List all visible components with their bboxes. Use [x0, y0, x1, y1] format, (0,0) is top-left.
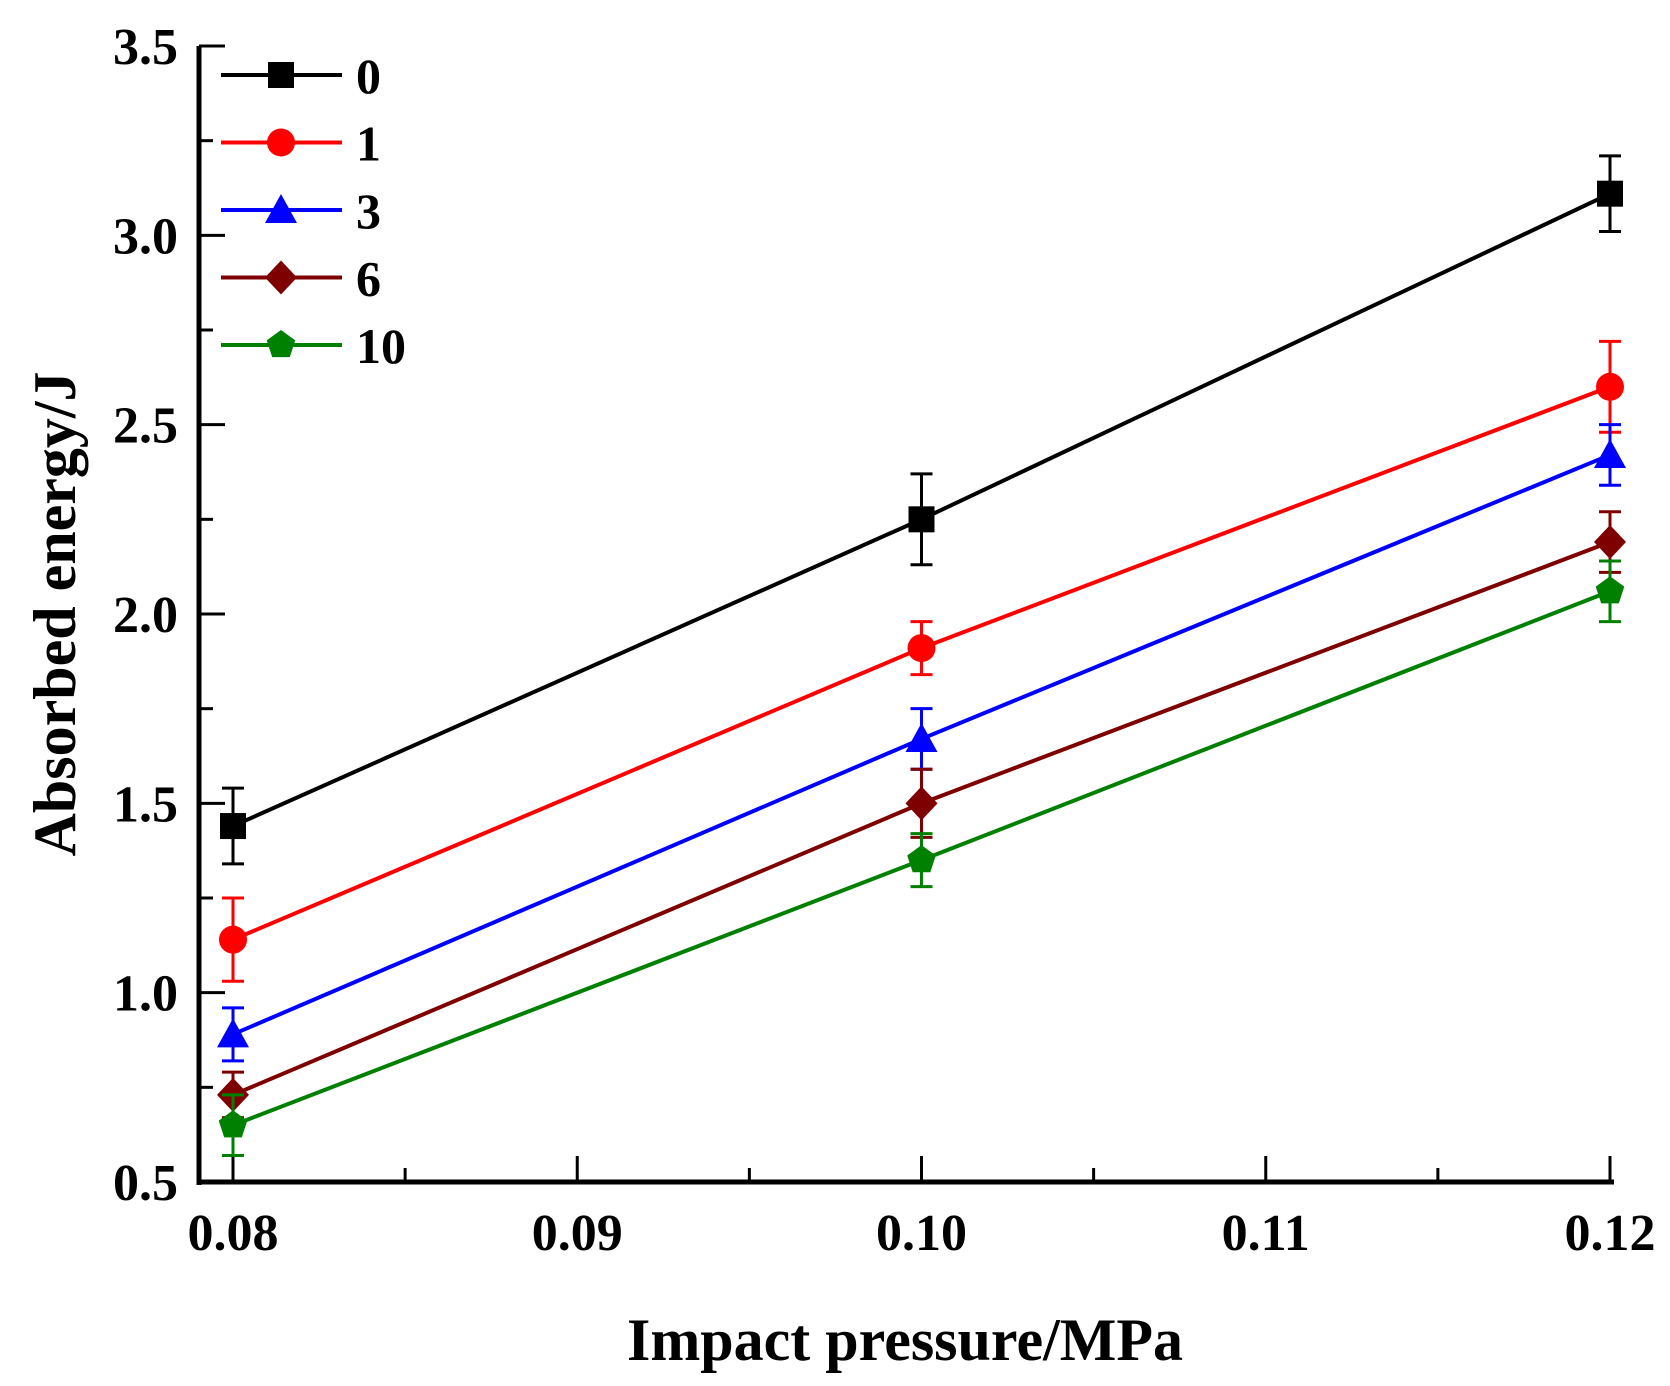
- y-tick-label: 3.5: [113, 19, 178, 76]
- series-3: [217, 423, 1626, 1063]
- x-tick-label: 0.12: [1565, 1205, 1656, 1262]
- series-1: [219, 339, 1624, 983]
- diamond-marker: [905, 786, 938, 821]
- x-tick-label: 0.10: [876, 1205, 967, 1262]
- legend-label: 0: [356, 48, 381, 104]
- series-0: [220, 154, 1623, 866]
- circle-marker: [267, 128, 295, 157]
- legend-item-3: 3: [221, 183, 381, 239]
- circle-marker: [1596, 372, 1624, 401]
- x-tick-label: 0.09: [532, 1205, 623, 1262]
- x-axis-title: Impact pressure/MPa: [627, 1307, 1183, 1373]
- series-group: [217, 154, 1626, 1157]
- triangle-marker: [1594, 438, 1626, 468]
- axes: 0.08 0.09 0.10 0.11 0.12 0.5 1.0 1.5 2.0 2.5 3.0 3.…: [113, 19, 1656, 1262]
- triangle-marker: [905, 722, 938, 752]
- pentagon-marker: [266, 330, 296, 358]
- series-6: [217, 510, 1626, 1120]
- pentagon-marker: [1595, 576, 1625, 604]
- legend-item-1: 1: [221, 116, 381, 172]
- square-marker: [1597, 180, 1623, 207]
- circle-marker: [219, 925, 247, 954]
- legend-label: 10: [356, 318, 406, 374]
- diamond-marker: [265, 260, 297, 295]
- triangle-marker: [265, 194, 297, 223]
- y-tick-label: 2.5: [113, 398, 178, 455]
- y-tick-label: 3.0: [113, 208, 178, 265]
- pentagon-marker: [907, 845, 936, 873]
- legend: 0 1 3 6 10: [221, 48, 406, 374]
- y-tick-label: 1.5: [113, 776, 178, 833]
- legend-item-6: 6: [221, 251, 381, 307]
- y-axis-title: Absorbed energy/J: [22, 372, 88, 857]
- pentagon-marker: [218, 1110, 248, 1138]
- triangle-marker: [217, 1018, 249, 1048]
- legend-item-10: 10: [221, 318, 406, 374]
- square-marker: [268, 62, 294, 88]
- y-tick-label: 0.5: [113, 1155, 178, 1212]
- series-10: [218, 559, 1625, 1157]
- legend-item-0: 0: [221, 48, 381, 104]
- x-tick-label: 0.11: [1222, 1205, 1310, 1262]
- legend-label: 6: [356, 251, 381, 307]
- x-tick-label: 0.08: [188, 1205, 279, 1262]
- legend-label: 1: [356, 116, 381, 172]
- y-tick-label: 1.0: [113, 966, 178, 1023]
- diamond-marker: [1594, 525, 1626, 560]
- square-marker: [908, 506, 935, 533]
- square-marker: [220, 813, 246, 840]
- y-tick-label: 2.0: [113, 587, 178, 644]
- circle-marker: [907, 634, 936, 663]
- legend-label: 3: [356, 183, 381, 239]
